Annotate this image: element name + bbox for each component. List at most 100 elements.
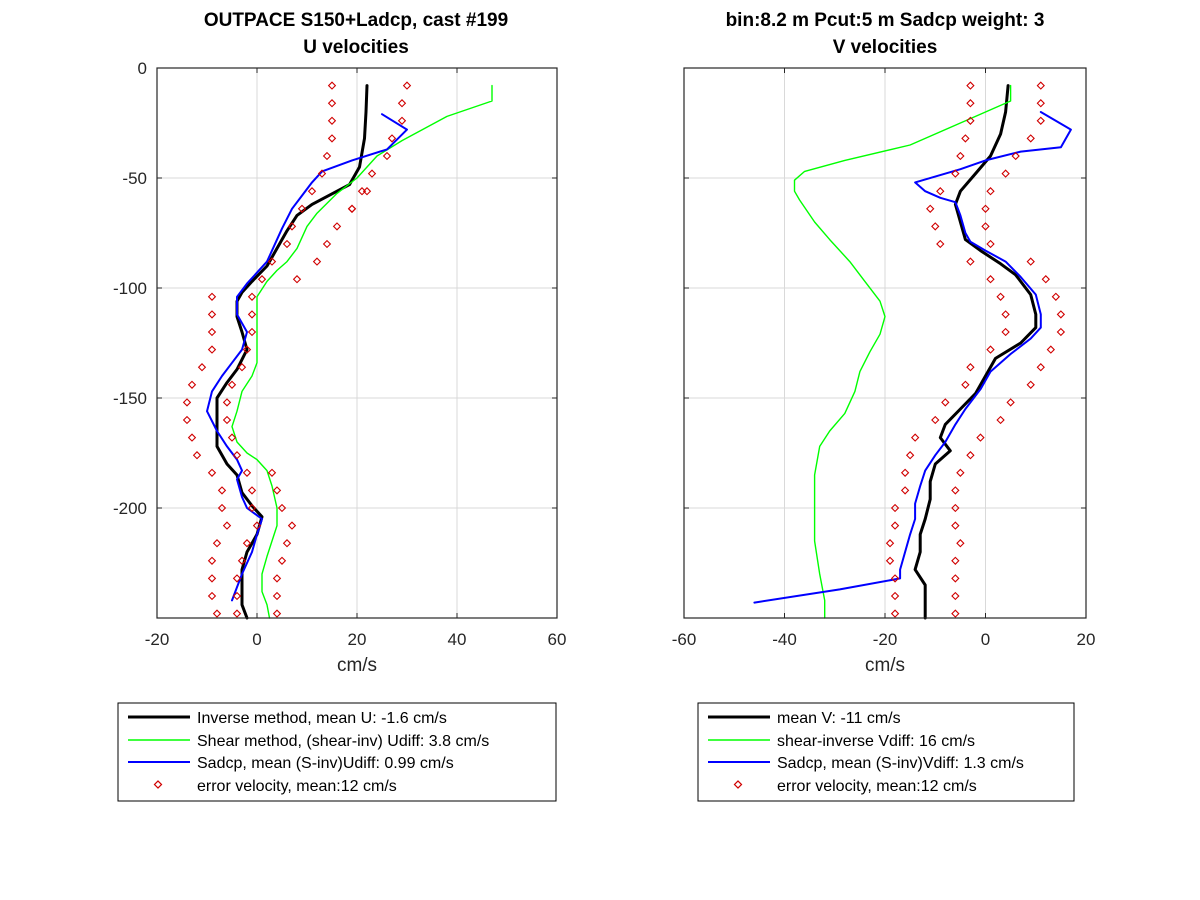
- left-error-marker: [222, 398, 232, 407]
- left-series-error-markers: [182, 81, 412, 618]
- left-error-marker: [317, 169, 327, 178]
- left-legend-inverse: Inverse method, mean U: -1.6 cm/s: [197, 710, 447, 727]
- right-legend-box: [697, 702, 1075, 802]
- right-xlabel: cm/s: [865, 655, 905, 676]
- right-error-marker: [1036, 99, 1045, 108]
- right-error-marker: [986, 275, 995, 284]
- right-xtick-label: 0: [981, 630, 990, 649]
- left-ytick-label: -150: [113, 389, 147, 408]
- right-error-marker: [966, 116, 975, 125]
- left-ytick-label: 0: [138, 59, 147, 78]
- left-error-marker: [232, 609, 242, 618]
- right-error-marker: [981, 204, 990, 213]
- right-error-marker: [966, 451, 975, 460]
- left-error-marker: [212, 609, 222, 618]
- right-error-marker: [910, 433, 920, 442]
- left-xtick-label: 60: [548, 630, 567, 649]
- right-error-marker: [1011, 151, 1020, 161]
- left-error-marker: [207, 591, 217, 601]
- left-error-marker: [192, 451, 202, 460]
- left-legend-box: [117, 702, 557, 802]
- left-xtick-label: 0: [252, 630, 261, 649]
- right-error-marker: [890, 503, 900, 513]
- right-plot-area: [753, 81, 1072, 620]
- right-error-marker: [905, 451, 915, 460]
- right-legend-error: error velocity, mean:12 cm/s: [777, 778, 977, 795]
- right-error-marker: [966, 363, 975, 372]
- u-velocity-panel: OUTPACE S150+Ladcp, cast #199 U velociti…: [113, 10, 566, 802]
- right-xtick-label: -20: [873, 630, 898, 649]
- left-error-marker: [187, 380, 197, 389]
- right-error-marker: [951, 503, 960, 513]
- right-error-marker: [931, 222, 940, 231]
- right-error-marker: [986, 345, 995, 354]
- right-error-marker: [890, 521, 900, 530]
- right-error-marker: [900, 468, 910, 477]
- left-error-marker: [267, 257, 277, 266]
- right-series-inverse-line: [913, 84, 1038, 620]
- left-legend: Inverse method, mean U: -1.6 cm/s Shear …: [117, 702, 557, 802]
- left-error-marker: [272, 609, 282, 618]
- right-legend-sadcp: Sadcp, mean (S-inv)Vdiff: 1.3 cm/s: [777, 755, 1024, 772]
- right-error-marker: [1001, 310, 1010, 319]
- left-error-marker: [247, 486, 257, 495]
- right-error-marker: [1056, 327, 1066, 337]
- left-error-marker: [237, 556, 247, 565]
- left-error-marker: [247, 327, 257, 337]
- left-error-marker: [277, 503, 287, 513]
- right-error-marker: [1026, 257, 1035, 266]
- right-error-marker: [890, 574, 900, 583]
- left-error-marker: [327, 134, 337, 143]
- right-error-marker: [961, 380, 970, 389]
- right-error-marker: [981, 222, 990, 231]
- right-legend-shear: shear-inverse Vdiff: 16 cm/s: [777, 733, 975, 750]
- left-error-marker: [307, 187, 317, 196]
- left-error-marker: [212, 539, 222, 548]
- right-error-marker: [1026, 134, 1035, 143]
- left-title-line2: U velocities: [303, 37, 409, 58]
- left-ticks: -20 0 20 40 600-50-100-150-200: [113, 59, 566, 649]
- right-error-marker: [936, 187, 945, 196]
- left-legend-shear: Shear method, (shear-inv) Udiff: 3.8 cm/…: [197, 733, 489, 750]
- left-error-marker: [357, 187, 367, 196]
- left-error-marker: [362, 187, 372, 196]
- left-series-sadcp-line: [206, 113, 408, 602]
- left-error-marker: [402, 81, 412, 90]
- left-error-marker: [222, 521, 232, 530]
- right-error-marker: [1046, 345, 1055, 354]
- right-error-marker: [1006, 398, 1015, 407]
- left-error-marker: [207, 556, 217, 565]
- left-error-marker: [257, 275, 267, 284]
- left-error-marker: [397, 116, 407, 125]
- left-error-marker: [197, 363, 207, 372]
- right-error-marker: [996, 292, 1005, 301]
- right-error-marker: [956, 151, 965, 161]
- right-error-marker: [986, 187, 995, 196]
- right-error-marker: [1001, 169, 1010, 178]
- left-error-marker: [312, 257, 322, 266]
- left-error-marker: [252, 521, 262, 530]
- left-error-marker: [367, 169, 377, 178]
- right-error-marker: [996, 415, 1005, 425]
- right-error-marker: [986, 239, 995, 249]
- left-error-marker: [242, 345, 252, 354]
- left-error-marker: [247, 310, 257, 319]
- right-error-marker: [936, 239, 945, 249]
- left-error-marker: [397, 99, 407, 108]
- left-error-marker: [182, 415, 192, 425]
- right-error-marker: [966, 257, 975, 266]
- right-error-marker: [1056, 310, 1066, 319]
- right-error-marker: [951, 591, 960, 601]
- left-legend-sadcp: Sadcp, mean (S-inv)Udiff: 0.99 cm/s: [197, 755, 454, 772]
- v-velocity-panel: bin:8.2 m Pcut:5 m Sadcp weight: 3 V vel…: [672, 10, 1095, 802]
- right-error-marker: [931, 415, 940, 425]
- left-error-marker: [277, 556, 287, 565]
- right-error-marker: [951, 486, 960, 495]
- left-error-marker: [387, 134, 397, 143]
- left-error-marker: [247, 503, 257, 513]
- right-error-marker: [951, 521, 960, 530]
- right-legend-inverse: mean V: -11 cm/s: [777, 710, 901, 727]
- left-error-marker: [282, 239, 292, 249]
- right-error-marker: [1041, 275, 1050, 284]
